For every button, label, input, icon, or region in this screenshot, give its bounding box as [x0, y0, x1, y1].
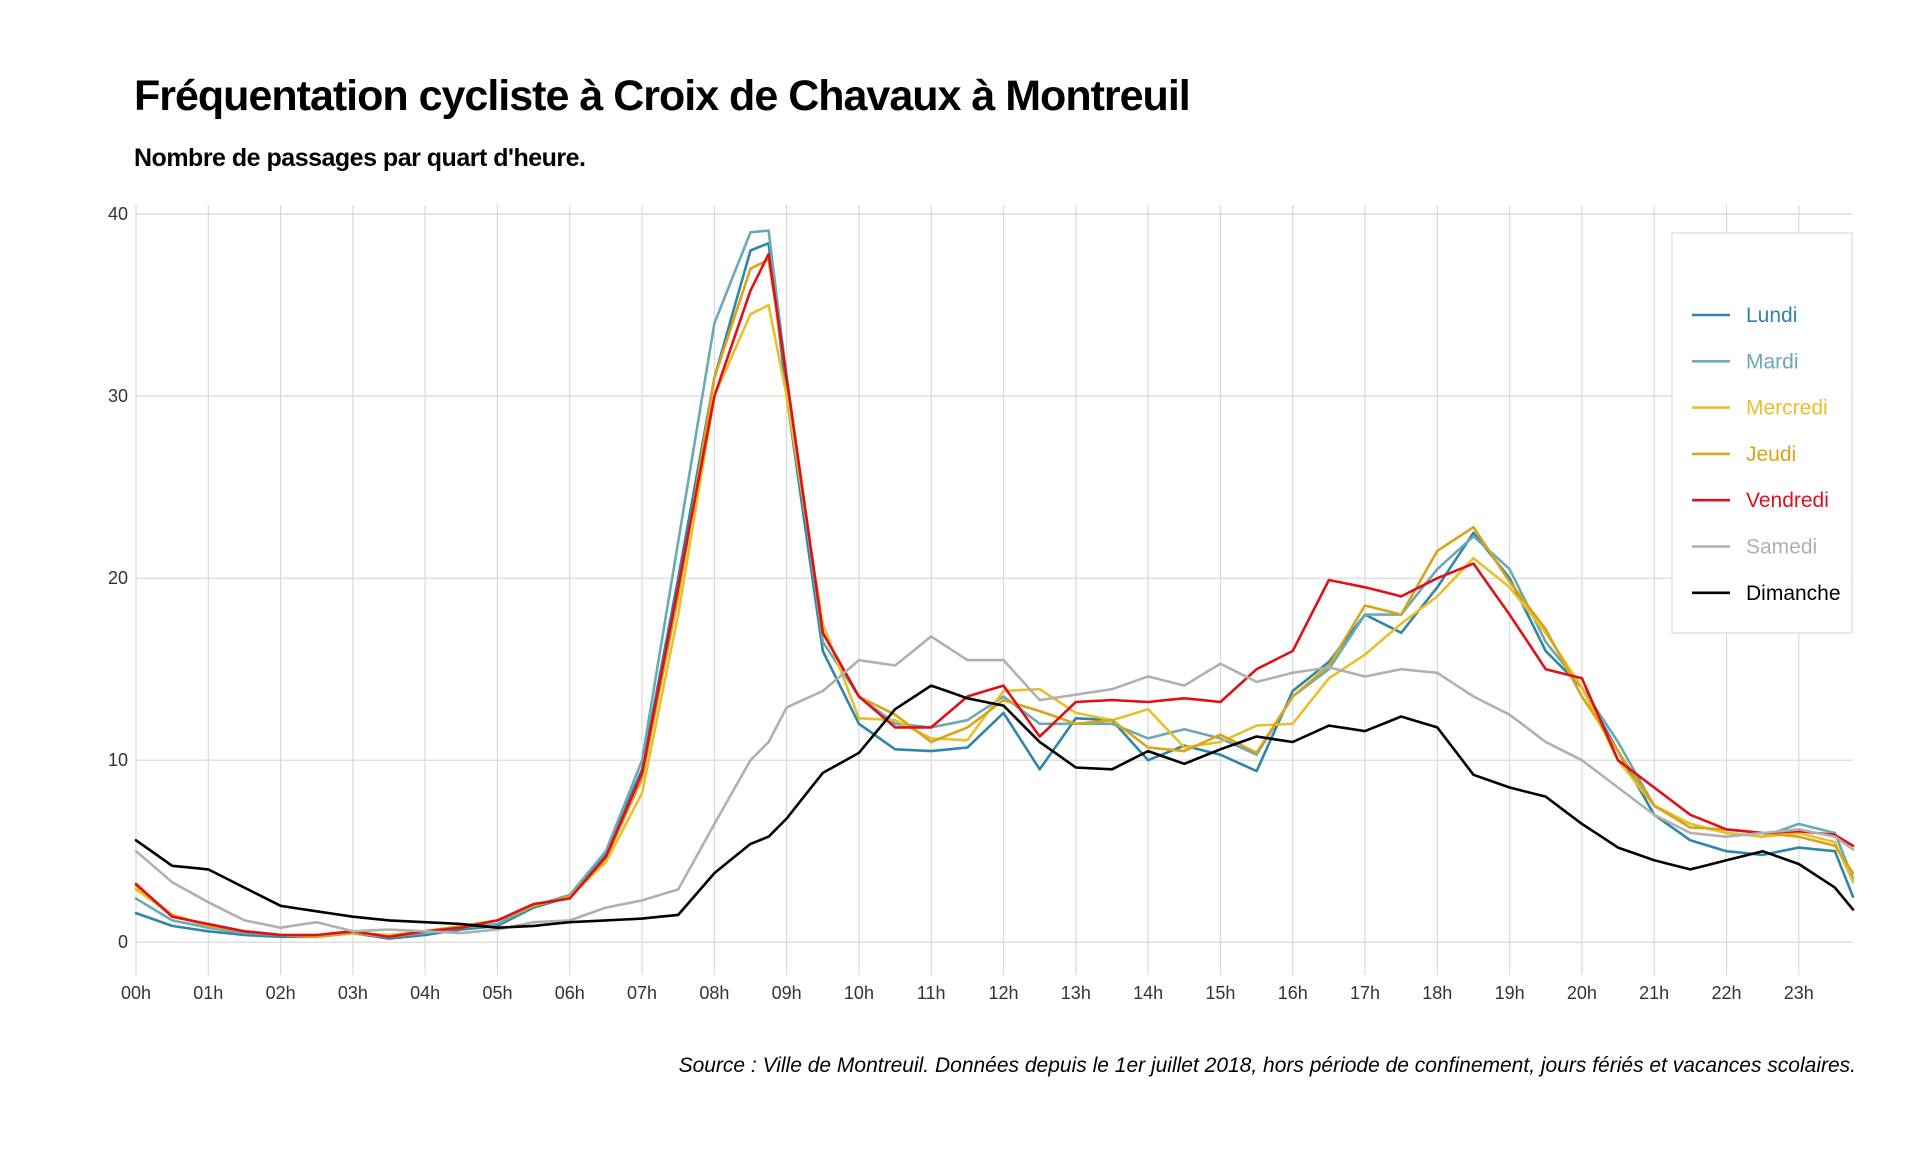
series-line-vendredi — [134, 252, 1855, 939]
series-line-jeudi — [134, 258, 1855, 939]
legend-label-lundi: Lundi — [1746, 304, 1797, 327]
chart-title: Fréquentation cycliste à Croix de Chavau… — [134, 72, 1191, 120]
x-tick-label: 18h — [1422, 983, 1452, 1003]
legend-label-dimanche: Dimanche — [1746, 582, 1841, 605]
x-tick-label: 12h — [989, 983, 1019, 1003]
series-lines — [134, 229, 1855, 940]
x-tick-label: 06h — [555, 983, 585, 1003]
series-line-dimanche — [134, 684, 1855, 930]
x-tick-label: 11h — [917, 983, 946, 1003]
x-tick-label: 20h — [1567, 983, 1597, 1003]
x-tick-label: 01h — [193, 983, 223, 1003]
x-tick-label: 00h — [121, 983, 151, 1003]
x-tick-label: 23h — [1784, 983, 1814, 1003]
x-tick-label: 21h — [1639, 983, 1669, 1003]
series-line-mercredi — [134, 303, 1855, 939]
x-tick-label: 05h — [482, 983, 512, 1003]
chart-source-note: Source : Ville de Montreuil. Données dep… — [678, 1054, 1856, 1077]
y-tick-label: 40 — [108, 204, 128, 224]
x-tick-label: 19h — [1495, 983, 1525, 1003]
legend: Lundi Mardi Mercredi Jeudi Vendredi Samedi Dim… — [1671, 232, 1853, 634]
x-tick-label: 22h — [1711, 983, 1741, 1003]
x-tick-label: 10h — [844, 983, 874, 1003]
x-tick-label: 13h — [1061, 983, 1091, 1003]
legend-label-mercredi: Mercredi — [1746, 397, 1828, 420]
chart-subtitle: Nombre de passages par quart d'heure. — [134, 144, 586, 172]
axis-labels: 0 10 20 30 40 00h 01h 02h 03h 04h 05h 06h 07h 08h 09h 1… — [108, 204, 1814, 1003]
x-tick-label: 09h — [772, 983, 802, 1003]
x-tick-label: 07h — [627, 983, 657, 1003]
x-tick-label: 03h — [338, 983, 368, 1003]
x-tick-label: 02h — [266, 983, 296, 1003]
legend-label-samedi: Samedi — [1746, 536, 1817, 559]
y-tick-label: 30 — [108, 386, 128, 406]
x-tick-label: 04h — [410, 983, 440, 1003]
grid-lines — [135, 205, 1853, 975]
series-line-samedi — [134, 635, 1855, 935]
x-tick-label: 15h — [1205, 983, 1235, 1003]
x-tick-label: 14h — [1133, 983, 1163, 1003]
x-tick-label: 17h — [1350, 983, 1380, 1003]
series-line-lundi — [134, 241, 1855, 940]
legend-label-mardi: Mardi — [1746, 350, 1799, 373]
x-tick-label: 16h — [1278, 983, 1308, 1003]
series-line-mardi — [134, 229, 1855, 939]
legend-label-jeudi: Jeudi — [1746, 443, 1796, 466]
x-tick-label: 08h — [699, 983, 729, 1003]
y-tick-label: 0 — [118, 932, 128, 952]
legend-box — [1671, 232, 1853, 634]
y-tick-label: 10 — [108, 750, 128, 770]
y-tick-label: 20 — [108, 568, 128, 588]
legend-label-vendredi: Vendredi — [1746, 489, 1829, 512]
